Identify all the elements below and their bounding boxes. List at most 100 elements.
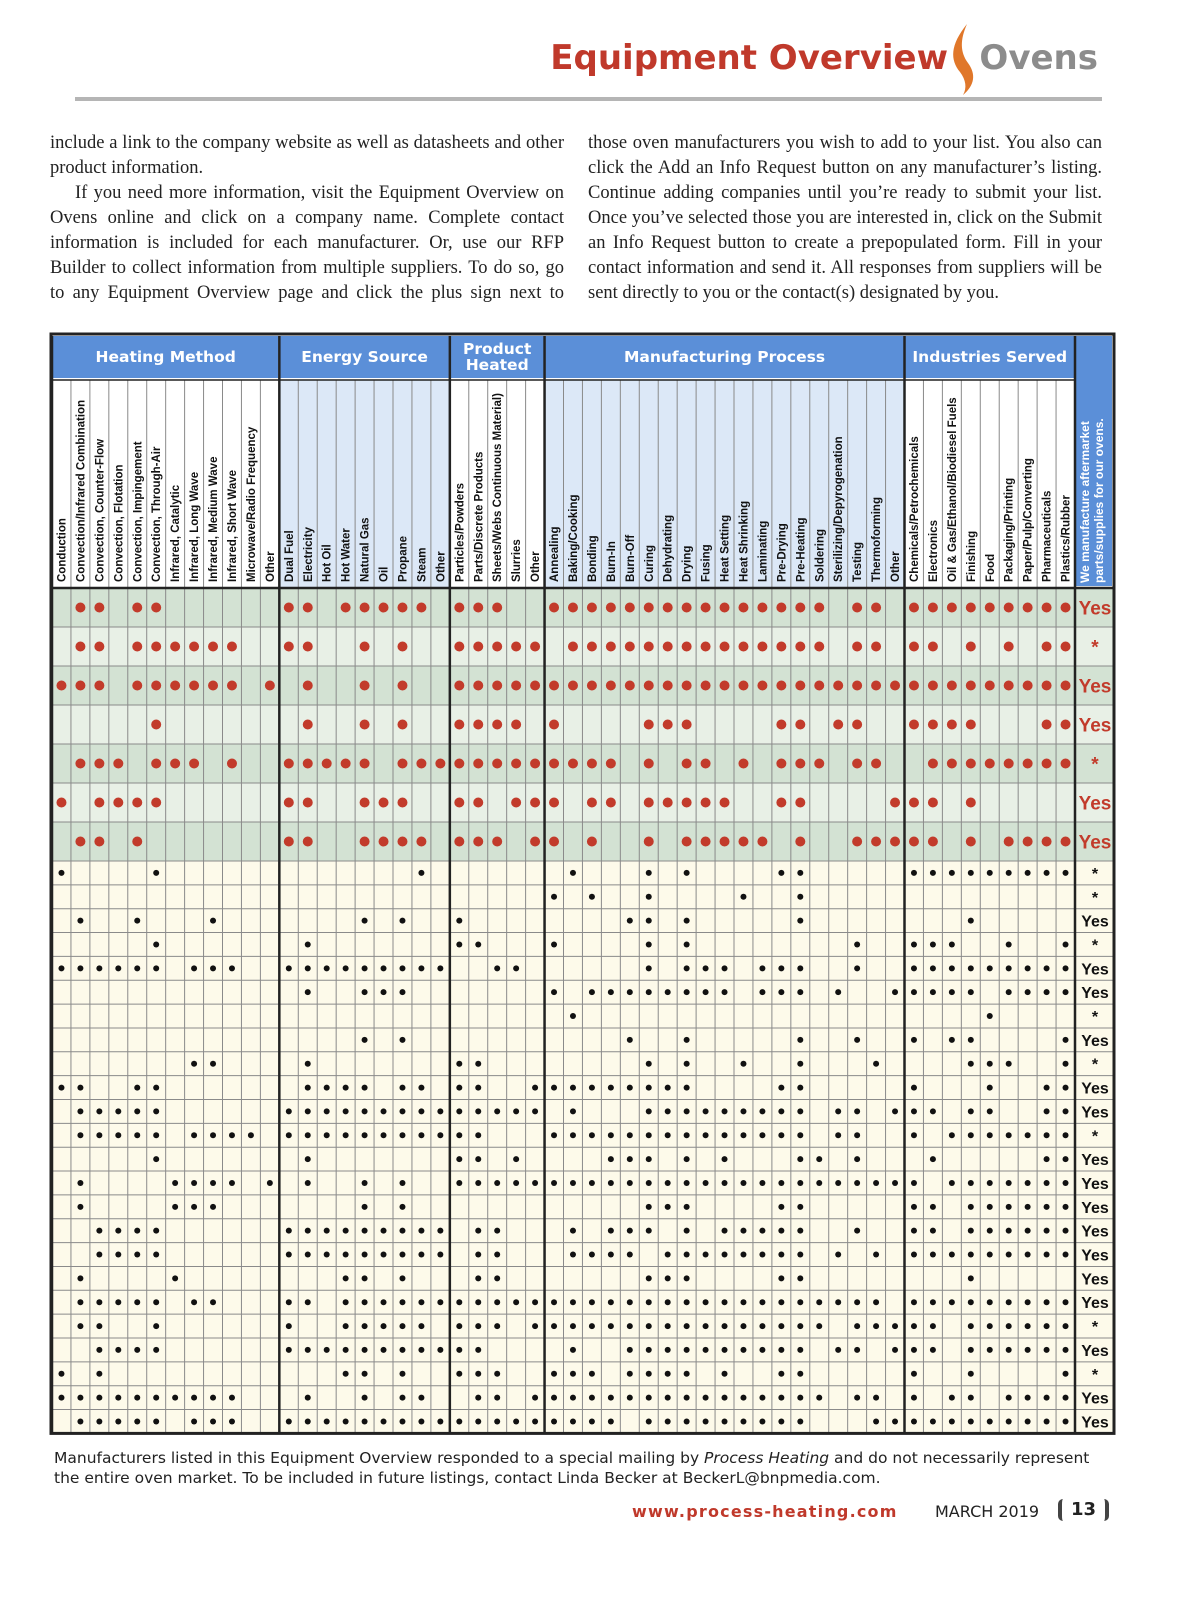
mark-dot (740, 1418, 747, 1425)
mark-dot (1060, 758, 1071, 769)
mark-dot (1062, 1179, 1069, 1186)
mark-dot (986, 1227, 993, 1234)
mark-dot (890, 797, 901, 808)
mark-dot (304, 965, 311, 972)
mark-dot (475, 941, 482, 948)
mark-dot (854, 941, 861, 948)
mark-dot (170, 641, 181, 652)
mark-dot (645, 965, 652, 972)
mark-dot (77, 1299, 84, 1306)
mark-dot (134, 1108, 141, 1115)
mark-dot (910, 1084, 917, 1091)
mark-dot (1024, 1346, 1031, 1353)
mark-dot (986, 1251, 993, 1258)
mark-dot (721, 1418, 728, 1425)
aftermarket-header-label: We manufacture aftermarket parts/supplie… (1078, 418, 1106, 583)
mark-dot (323, 1132, 330, 1139)
mark-dot (361, 1108, 368, 1115)
mark-dot (437, 1132, 444, 1139)
mark-dot (700, 602, 711, 613)
mark-dot (1043, 1179, 1050, 1186)
mark-dot (929, 989, 936, 996)
mark-dot (567, 602, 578, 613)
mark-dot (927, 758, 938, 769)
mark-dot (361, 1370, 368, 1377)
mark-dot (1043, 1203, 1050, 1210)
mark-dot (681, 602, 692, 613)
mark-dot (454, 680, 465, 691)
mark-dot (380, 1346, 387, 1353)
mark-dot (948, 1251, 955, 1258)
mark-dot (551, 1418, 558, 1425)
mark-dot (892, 1346, 899, 1353)
mark-dot (208, 680, 219, 691)
column-label: Dehydrating (663, 515, 675, 582)
mark-dot (475, 1394, 482, 1401)
mark-dot (871, 758, 882, 769)
mark-dot (378, 602, 389, 613)
footnote: Manufacturers listed in this Equipment O… (54, 1448, 1114, 1488)
mark-dot (588, 1299, 595, 1306)
mark-dot (153, 1299, 160, 1306)
mark-dot (586, 602, 597, 613)
mark-dot (1041, 719, 1052, 730)
column-label: Fusing (701, 544, 713, 582)
mark-dot (492, 602, 503, 613)
column-label: Convection, Through-Air (151, 446, 163, 582)
mark-dot (551, 1179, 558, 1186)
mark-dot (910, 1299, 917, 1306)
mark-dot (626, 1251, 633, 1258)
mark-dot (683, 1251, 690, 1258)
mark-dot (94, 836, 105, 847)
mark-dot (664, 1084, 671, 1091)
column-label: Infrared, Catalytic (170, 484, 182, 582)
mark-dot (854, 1346, 861, 1353)
mark-dot (683, 965, 690, 972)
mark-dot (626, 1227, 633, 1234)
mark-dot (191, 1418, 198, 1425)
mark-dot (153, 1132, 160, 1139)
mark-dot (759, 1394, 766, 1401)
mark-dot (910, 1251, 917, 1258)
mark-dot (151, 758, 162, 769)
mark-dot (967, 1323, 974, 1330)
mark-dot (1005, 1179, 1012, 1186)
mark-dot (567, 680, 578, 691)
mark-dot (645, 1132, 652, 1139)
mark-dot (664, 1346, 671, 1353)
mark-dot (132, 641, 143, 652)
mark-dot (1043, 1323, 1050, 1330)
mark-dot (1062, 1227, 1069, 1234)
mark-dot (757, 641, 768, 652)
mark-dot (397, 680, 408, 691)
mark-dot (664, 1108, 671, 1115)
website[interactable]: www.process-heating.com (632, 1502, 898, 1521)
mark-dot (948, 965, 955, 972)
mark-dot (871, 680, 882, 691)
mark-dot (645, 1203, 652, 1210)
mark-dot (153, 869, 160, 876)
mark-dot (56, 680, 67, 691)
mark-dot (645, 893, 652, 900)
mark-dot (247, 1132, 254, 1139)
aftermarket-value: Yes (1081, 1224, 1109, 1241)
mark-dot (1024, 1299, 1031, 1306)
mark-dot (797, 1275, 804, 1282)
mark-dot (910, 941, 917, 948)
mark-dot (1024, 869, 1031, 876)
mark-dot (605, 680, 616, 691)
mark-dot (342, 1370, 349, 1377)
mark-dot (778, 1323, 785, 1330)
mark-dot (454, 641, 465, 652)
mark-dot (1060, 641, 1071, 652)
mark-dot (740, 1394, 747, 1401)
mark-dot (513, 1418, 520, 1425)
mark-dot (361, 989, 368, 996)
mark-dot (153, 965, 160, 972)
mark-dot (1005, 965, 1012, 972)
mark-dot (532, 1299, 539, 1306)
mark-dot (588, 1132, 595, 1139)
group-label: Product Heated (462, 340, 532, 374)
publication-name: Process Heating (704, 1449, 830, 1467)
mark-dot (473, 602, 484, 613)
